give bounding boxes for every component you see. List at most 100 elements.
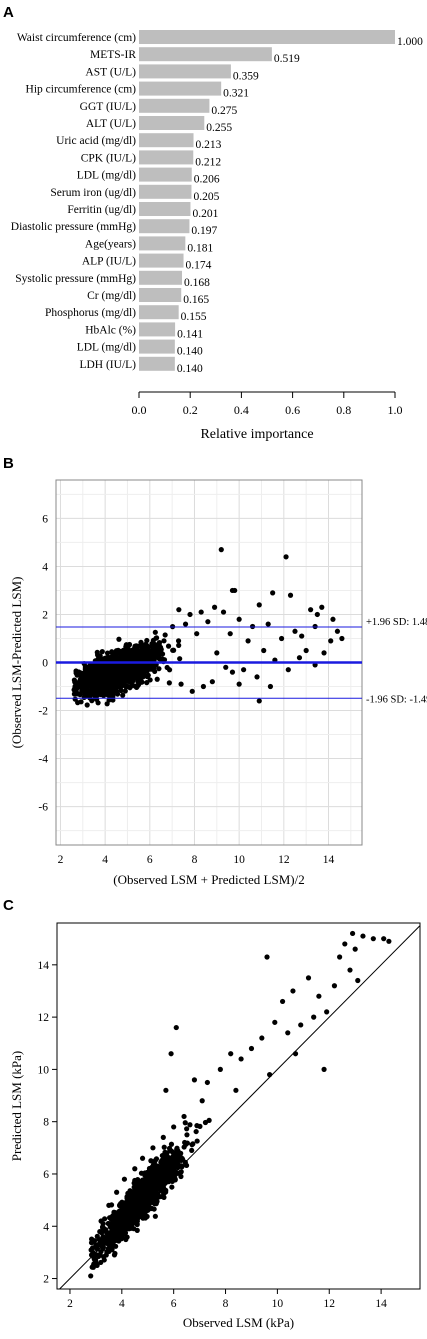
bar-category-label: METS-IR	[90, 49, 136, 61]
data-point	[170, 647, 176, 653]
data-point	[347, 967, 353, 973]
y-tick-label: 14	[38, 960, 50, 972]
data-point	[120, 692, 126, 698]
data-point	[229, 587, 236, 594]
data-point	[321, 650, 327, 656]
x-tick-label: 10	[233, 854, 245, 866]
data-point	[144, 1213, 150, 1220]
data-point	[123, 644, 129, 650]
data-point	[181, 1113, 187, 1120]
data-point	[78, 677, 84, 683]
data-point	[187, 1122, 193, 1128]
data-point	[337, 954, 343, 960]
data-point	[370, 936, 376, 942]
data-point	[134, 1227, 140, 1233]
data-point	[163, 1161, 169, 1167]
data-point	[87, 690, 93, 696]
data-point	[283, 554, 289, 560]
data-point	[129, 654, 135, 660]
x-tick-label: 6	[171, 1298, 177, 1310]
data-point	[265, 621, 271, 627]
data-point	[111, 685, 117, 692]
data-point	[177, 656, 183, 662]
data-point	[292, 628, 298, 634]
data-point	[165, 643, 172, 649]
data-point	[88, 1273, 94, 1279]
bar-category-label: LDH (IU/L)	[79, 359, 136, 371]
data-point	[254, 674, 260, 680]
data-point	[78, 699, 84, 705]
data-point	[223, 664, 229, 670]
data-point	[194, 1138, 200, 1144]
data-point	[103, 1252, 109, 1258]
x-axis-title: Observed LSM (kPa)	[183, 1315, 294, 1330]
data-point	[145, 653, 151, 659]
x-tick-label: 2	[67, 1298, 73, 1310]
data-point	[112, 1250, 118, 1257]
data-point	[114, 1189, 120, 1195]
y-tick-label: 6	[42, 513, 48, 525]
data-point	[156, 1178, 162, 1184]
data-point	[328, 638, 334, 644]
data-point	[127, 678, 133, 685]
data-point	[153, 635, 160, 641]
y-tick-label: 0	[42, 658, 48, 670]
data-point	[104, 650, 111, 656]
data-point	[205, 619, 211, 625]
bar	[139, 356, 175, 371]
bar-category-label: GGT (IU/L)	[80, 101, 136, 113]
data-point	[179, 1164, 185, 1170]
data-point	[134, 1217, 140, 1223]
data-point	[285, 667, 291, 673]
bar	[139, 202, 191, 216]
bar-value-label: 0.140	[177, 346, 203, 358]
data-point	[90, 685, 96, 691]
data-point	[132, 1177, 138, 1184]
bar-value-label: 0.255	[206, 122, 232, 134]
data-point	[119, 1216, 126, 1222]
bar	[139, 339, 175, 354]
bar-value-label: 0.212	[195, 156, 221, 168]
data-point	[303, 647, 309, 654]
data-point	[151, 1190, 157, 1196]
data-point	[113, 1213, 119, 1219]
data-point	[122, 688, 128, 694]
data-point	[267, 683, 274, 690]
data-point	[81, 670, 88, 676]
x-tick-label: 1.0	[388, 403, 403, 417]
data-point	[164, 664, 170, 671]
data-point	[331, 983, 338, 989]
data-point	[169, 1148, 175, 1155]
data-point	[154, 676, 160, 682]
bar-value-label: 0.140	[177, 363, 203, 375]
data-point	[214, 650, 220, 656]
data-point	[199, 1098, 205, 1104]
data-point	[126, 1205, 132, 1211]
data-point	[146, 1181, 152, 1187]
data-point	[125, 664, 131, 670]
data-point	[308, 607, 314, 613]
data-point	[113, 1217, 119, 1223]
data-point	[296, 655, 303, 661]
data-point	[245, 638, 251, 644]
data-point	[189, 688, 195, 694]
data-point	[173, 1024, 179, 1031]
data-point	[168, 1051, 174, 1057]
data-point	[118, 657, 124, 663]
data-point	[77, 692, 83, 698]
data-point	[334, 628, 341, 634]
bar-category-label: CPK (IU/L)	[81, 152, 136, 164]
data-point	[132, 1166, 138, 1172]
data-point	[161, 638, 167, 644]
data-point	[229, 669, 236, 675]
data-point	[123, 683, 129, 689]
data-point	[151, 1200, 157, 1206]
data-point	[176, 607, 182, 613]
bar-category-label: AST (U/L)	[85, 66, 136, 78]
bar	[139, 133, 194, 148]
data-point	[159, 1152, 165, 1159]
data-point	[72, 685, 78, 691]
data-point	[99, 668, 105, 674]
y-axis-title: (Observed LSM-Predicted LSM)	[9, 577, 24, 749]
upper-limit-label: +1.96 SD: 1.48	[366, 617, 427, 628]
